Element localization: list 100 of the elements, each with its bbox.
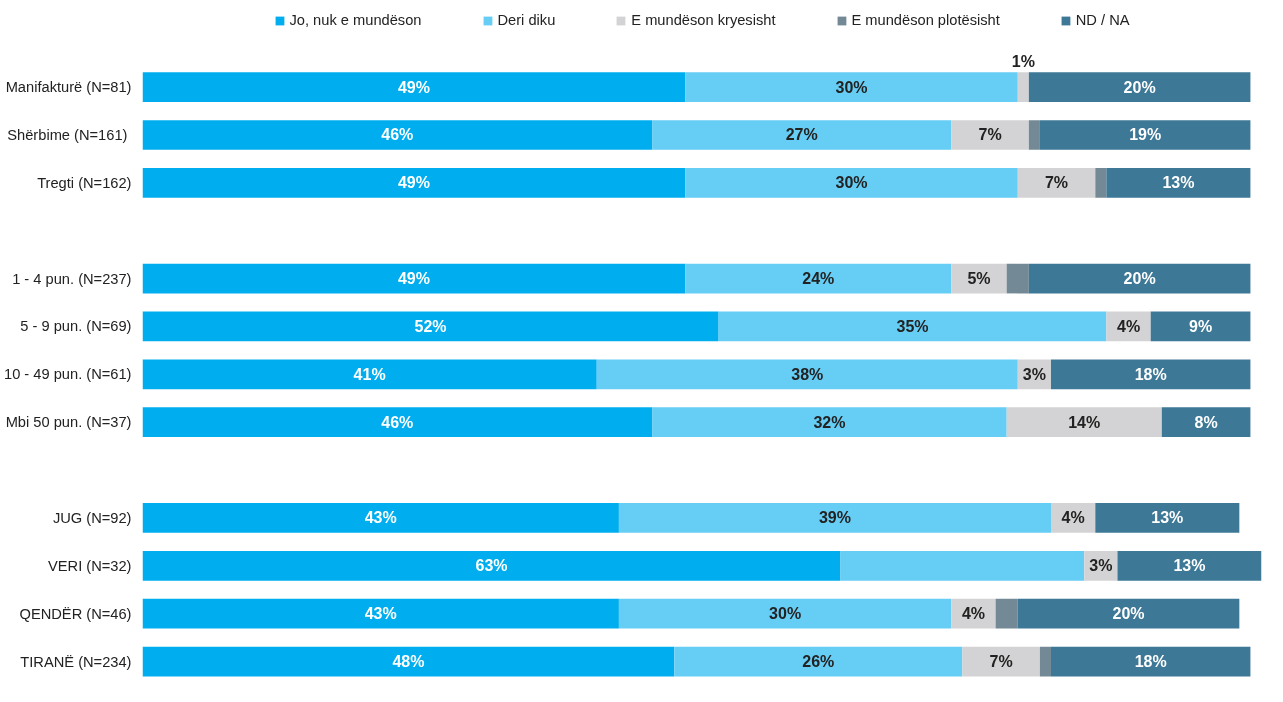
bar: [142, 359, 597, 390]
y-tick-label: Shërbime (N=161): [7, 126, 128, 143]
bar: [1050, 359, 1251, 390]
data-label: 1%: [1011, 52, 1035, 70]
bar: [652, 120, 952, 150]
legend-label: ND / NA: [1075, 12, 1130, 28]
data-label: 43%: [364, 605, 397, 623]
bar: [142, 311, 719, 342]
data-label: 30%: [835, 78, 868, 96]
bar: [1117, 550, 1262, 581]
bar: [962, 646, 1040, 677]
data-label: 30%: [835, 174, 868, 192]
bar: [1017, 598, 1240, 629]
bar: [1095, 503, 1240, 533]
bar: [652, 407, 1007, 438]
data-label: 18%: [1134, 365, 1167, 383]
bar: [1006, 263, 1029, 294]
data-label: 7%: [989, 653, 1013, 671]
data-label: 20%: [1123, 78, 1156, 96]
data-label: 4%: [1116, 317, 1141, 335]
data-label: 48%: [392, 653, 425, 671]
bar: [1050, 646, 1251, 677]
data-label: 30%: [769, 605, 802, 623]
data-label: 7%: [978, 126, 1002, 144]
bar: [674, 646, 963, 677]
data-label: 39%: [818, 509, 851, 527]
data-label: 32%: [813, 413, 846, 431]
bar: [1039, 646, 1051, 677]
data-label: 8%: [1194, 413, 1218, 431]
bar: [1106, 168, 1251, 198]
legend-label: E mundëson kryesisht: [631, 12, 776, 28]
bar: [685, 72, 1018, 102]
bar: [1039, 120, 1251, 150]
y-tick-label: Mbi 50 pun. (N=37): [5, 414, 132, 431]
bar: [142, 407, 653, 438]
data-label: 3%: [1022, 365, 1046, 383]
y-tick-label: Tregti (N=162): [37, 174, 132, 191]
bar: [1017, 168, 1096, 198]
y-tick-label: JUG (N=92): [52, 509, 132, 526]
y-tick-label: TIRANË (N=234): [20, 653, 132, 670]
data-label: 26%: [802, 653, 835, 671]
data-label: 63%: [475, 557, 508, 575]
data-label: 35%: [896, 317, 929, 335]
data-label: 52%: [414, 317, 447, 335]
legend-label: E mundëson plotësisht: [851, 12, 1000, 28]
bar: [618, 503, 1051, 533]
bar: [618, 598, 952, 629]
data-label: 19%: [1129, 126, 1162, 144]
data-label: 9%: [1189, 317, 1213, 335]
bar: [596, 359, 1018, 390]
data-label: 7%: [1044, 174, 1069, 192]
bar: [142, 550, 841, 581]
data-label: 27%: [785, 126, 818, 144]
bar: [142, 263, 686, 294]
data-label: 49%: [397, 270, 430, 288]
bar: [1006, 407, 1162, 438]
data-label: 13%: [1162, 174, 1195, 192]
bar: [1017, 72, 1029, 102]
data-label: 46%: [381, 413, 414, 431]
legend-label: Jo, nuk e mundëson: [289, 12, 422, 28]
bar: [1028, 263, 1251, 294]
bar: [1028, 120, 1040, 150]
legend-label: Deri diku: [497, 12, 556, 28]
bar: [951, 120, 1029, 150]
bar: [1150, 311, 1251, 342]
data-label: 3%: [1089, 557, 1113, 575]
bar: [685, 263, 952, 294]
data-label: 24%: [802, 270, 835, 288]
bar: [142, 120, 653, 150]
bar: [142, 72, 686, 102]
data-label: 41%: [353, 365, 386, 383]
data-label: 18%: [1134, 653, 1167, 671]
data-label: 38%: [791, 365, 824, 383]
data-label: 49%: [397, 78, 430, 96]
y-tick-label: 1 - 4 pun. (N=237): [12, 270, 132, 287]
y-tick-label: VERI (N=32): [48, 557, 132, 574]
bar: [142, 503, 619, 533]
data-label: 43%: [364, 509, 397, 527]
bar: [1095, 168, 1107, 198]
data-label: 13%: [1151, 509, 1184, 527]
data-label: 13%: [1173, 557, 1206, 575]
data-label: 5%: [967, 270, 991, 288]
y-tick-label: 10 - 49 pun. (N=61): [3, 366, 132, 383]
y-tick-label: 5 - 9 pun. (N=69): [20, 318, 132, 335]
data-label: 20%: [1123, 270, 1156, 288]
bar: [142, 168, 686, 198]
data-label: 4%: [961, 605, 985, 623]
y-tick-label: QENDËR (N=46): [19, 605, 132, 622]
bar: [718, 311, 1107, 342]
data-label: 46%: [381, 126, 414, 144]
data-label: 49%: [397, 174, 430, 192]
bar: [995, 598, 1018, 629]
bar: [1161, 407, 1251, 438]
y-tick-label: Manifakturë (N=81): [5, 79, 132, 96]
bar: [1028, 72, 1251, 102]
data-label: 14%: [1068, 413, 1101, 431]
bar: [142, 598, 619, 629]
data-label: 20%: [1112, 605, 1145, 623]
bar: [142, 646, 675, 677]
bar: [685, 168, 1018, 198]
